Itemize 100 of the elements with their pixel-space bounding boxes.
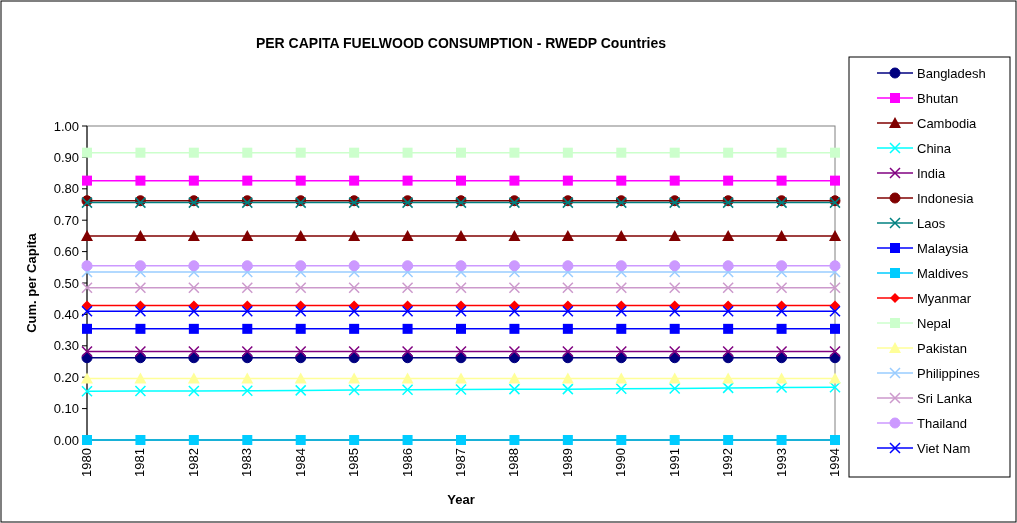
legend-label: Myanmar — [917, 290, 972, 306]
point — [722, 372, 735, 384]
point — [562, 305, 574, 318]
point — [81, 260, 93, 272]
point — [295, 147, 306, 158]
point — [82, 300, 92, 311]
point — [616, 175, 627, 186]
point — [349, 300, 360, 311]
point — [722, 345, 734, 358]
point — [402, 175, 413, 186]
point — [829, 260, 841, 272]
point — [348, 345, 360, 358]
legend-label: China — [917, 140, 952, 156]
point — [508, 383, 521, 395]
point — [401, 384, 414, 396]
point — [134, 229, 147, 241]
point — [509, 175, 520, 186]
point — [402, 147, 413, 158]
point — [508, 345, 521, 358]
point — [349, 435, 360, 445]
y-tick-label: 0.10 — [53, 401, 79, 417]
point — [829, 229, 841, 241]
point — [830, 175, 840, 186]
point — [188, 281, 200, 294]
y-tick-label: 0.80 — [53, 181, 79, 197]
point — [722, 281, 734, 294]
point — [241, 384, 254, 397]
point — [508, 305, 521, 318]
x-tick-label: 1980 — [79, 448, 94, 477]
point — [508, 372, 521, 384]
point — [616, 435, 627, 445]
point — [241, 229, 254, 241]
point — [829, 281, 841, 294]
point — [188, 300, 199, 311]
y-tick-label: 0.90 — [53, 149, 79, 165]
point — [775, 281, 788, 294]
x-tick-label: 1982 — [185, 448, 201, 477]
point — [509, 147, 520, 158]
point — [135, 175, 146, 186]
y-tick-label: 0.30 — [53, 338, 79, 354]
point — [561, 229, 574, 241]
point — [295, 435, 306, 445]
point — [562, 175, 573, 186]
legend-label: Bangladesh — [917, 65, 986, 81]
point — [295, 323, 306, 334]
point — [82, 323, 92, 334]
point — [615, 229, 628, 241]
x-tick-label: 1992 — [720, 448, 736, 477]
point — [81, 266, 93, 278]
point — [669, 147, 680, 158]
point — [829, 381, 841, 393]
point — [615, 345, 628, 358]
point — [241, 372, 254, 384]
point — [830, 147, 840, 158]
point — [830, 435, 840, 445]
point — [348, 372, 361, 384]
point — [668, 281, 681, 294]
point — [455, 281, 467, 294]
point — [81, 385, 93, 398]
point — [776, 260, 788, 272]
point — [401, 281, 414, 294]
point — [187, 372, 200, 384]
legend-label: Sri Lanka — [917, 390, 973, 406]
x-tick-label: 1988 — [506, 448, 522, 477]
legend-label: Nepal — [917, 315, 952, 331]
x-tick-label: 1987 — [453, 448, 468, 477]
point — [615, 383, 628, 395]
point — [242, 175, 253, 186]
point — [669, 323, 680, 334]
point — [188, 435, 199, 445]
y-tick-label: 1.00 — [53, 118, 79, 134]
point — [722, 266, 734, 278]
point — [81, 372, 93, 384]
point — [188, 147, 199, 158]
point — [134, 372, 147, 384]
point — [615, 305, 628, 318]
point — [776, 175, 787, 186]
point — [242, 435, 253, 445]
point — [402, 323, 413, 334]
legend-label: Viet Nam — [917, 440, 971, 456]
point — [829, 266, 841, 278]
point — [562, 260, 574, 272]
point — [722, 260, 734, 272]
point — [188, 385, 200, 397]
point — [723, 323, 734, 334]
point — [616, 147, 627, 158]
point — [456, 175, 466, 186]
point — [722, 382, 734, 394]
point — [242, 147, 253, 158]
legend-label: India — [917, 165, 946, 181]
x-tick-label: 1984 — [292, 448, 308, 477]
point — [188, 175, 199, 186]
point — [775, 229, 788, 241]
point — [242, 323, 253, 334]
point — [456, 147, 466, 158]
point — [81, 229, 93, 241]
point — [348, 260, 360, 272]
point — [509, 435, 520, 445]
point — [82, 175, 92, 186]
point — [776, 147, 787, 158]
